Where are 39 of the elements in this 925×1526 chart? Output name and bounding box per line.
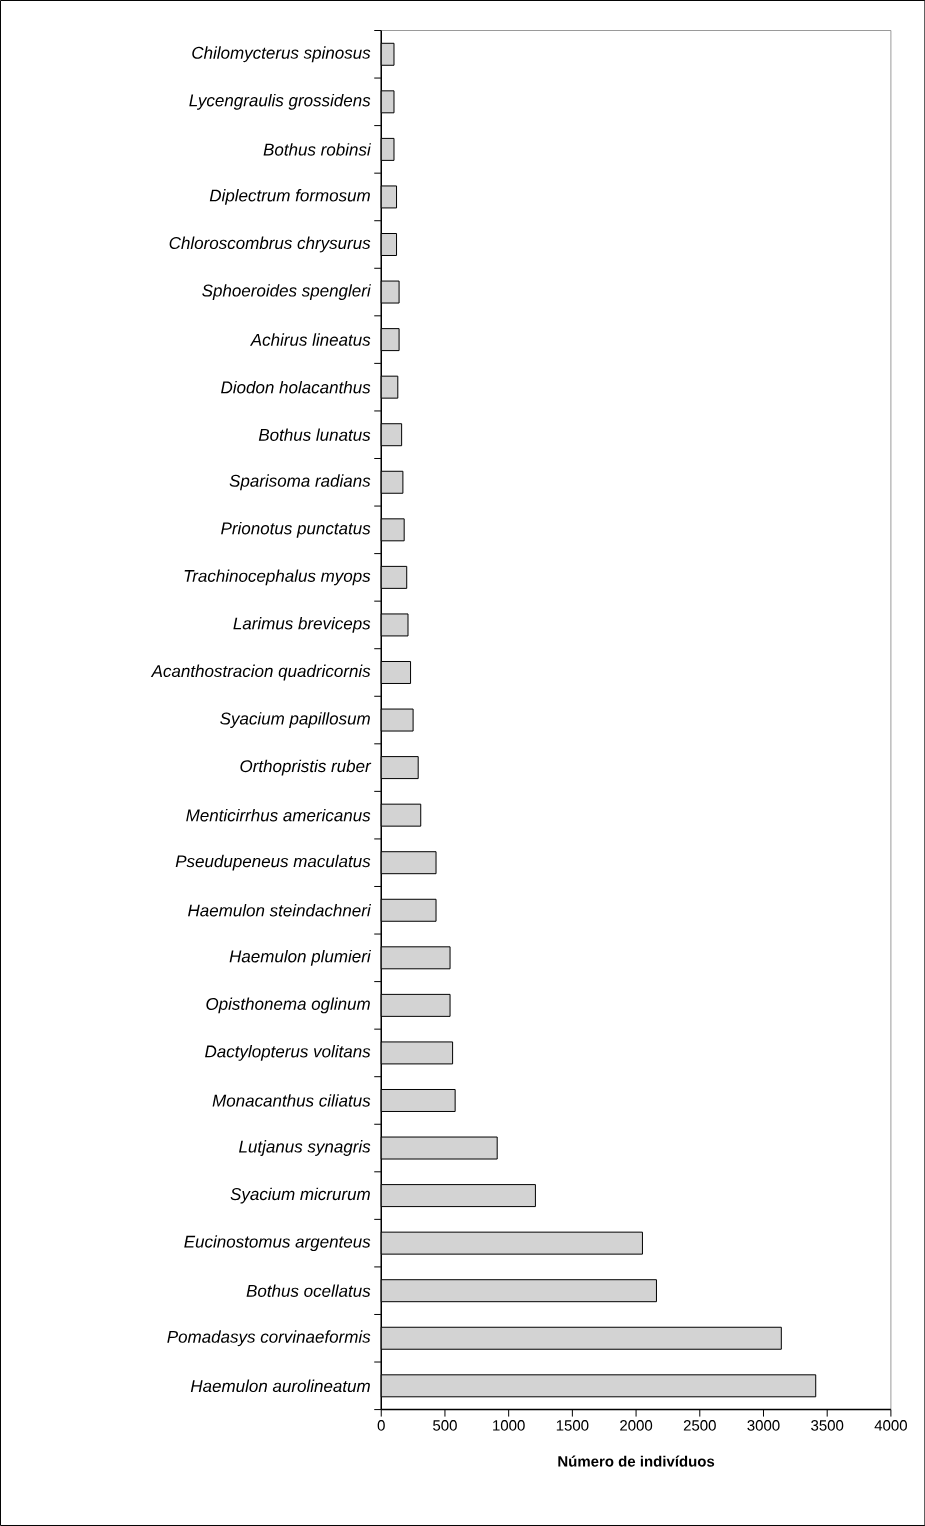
y-tick-label: Diodon holacanthus (220, 380, 371, 394)
y-tick-label: Sparisoma radians (229, 474, 371, 491)
x-tick-label: 2000 (619, 1420, 652, 1431)
y-tick-label: Acanthostracion quadricornis (150, 664, 371, 681)
y-tick-label: Lycengraulis grossidens (189, 93, 371, 110)
y-tick-label: Lutjanus synagris (238, 1140, 371, 1156)
x-tick-label: 3000 (747, 1420, 780, 1431)
y-tick-label: Haemulon steindachneri (187, 904, 371, 917)
y-tick-label: Opisthonema oglinum (206, 997, 370, 1014)
x-tick-label: 4000 (874, 1420, 907, 1431)
x-tick-label: 1000 (492, 1420, 525, 1431)
y-tick-label: Chilomycterus spinosus (192, 46, 371, 63)
y-tick-label: Bothus robinsi (263, 143, 371, 156)
y-tick-label: Dactylopterus volitans (204, 1045, 371, 1061)
y-tick-label: Monacanthus ciliatus (212, 1094, 371, 1107)
y-tick-label: Haemulon plumieri (229, 949, 371, 966)
x-tick-label: 0 (377, 1420, 385, 1431)
y-tick-label: Trachinocephalus myops (184, 569, 371, 586)
y-tick-label: Chloroscombrus chrysurus (169, 236, 371, 253)
x-tick-label: 1500 (556, 1420, 589, 1431)
y-tick-label: Prionotus punctatus (220, 521, 371, 538)
y-tick-label: Larimus breviceps (233, 617, 371, 633)
x-tick-label: 3500 (810, 1420, 844, 1431)
y-tick-label: Eucinostomus argenteus (184, 1235, 371, 1252)
y-tick-label: Diplectrum formosum (209, 189, 370, 205)
y-tick-label: Haemulon aurolineatum (190, 1379, 370, 1393)
y-tick-label: Pomadasys corvinaeformis (167, 1330, 371, 1347)
y-tick-label: Syacium papillosum (219, 712, 370, 728)
y-tick-label: Sphoeroides spengleri (201, 284, 371, 300)
x-tick-label: 500 (432, 1420, 457, 1431)
x-axis-title: Número de indivíduos (558, 1455, 714, 1467)
y-tick-label: Orthopristis ruber (240, 759, 372, 776)
y-tick-label: Pseudupeneus maculatus (175, 854, 371, 871)
y-tick-label: Achirus lineatus (249, 333, 371, 346)
y-tick-label: Bothus ocellatus (246, 1284, 371, 1297)
y-tick-label: Syacium micrurum (230, 1187, 370, 1204)
y-tick-label: Menticirrhus americanus (186, 808, 371, 822)
x-tick-label: 2500 (683, 1420, 716, 1431)
y-tick-label: Bothus lunatus (258, 428, 371, 441)
